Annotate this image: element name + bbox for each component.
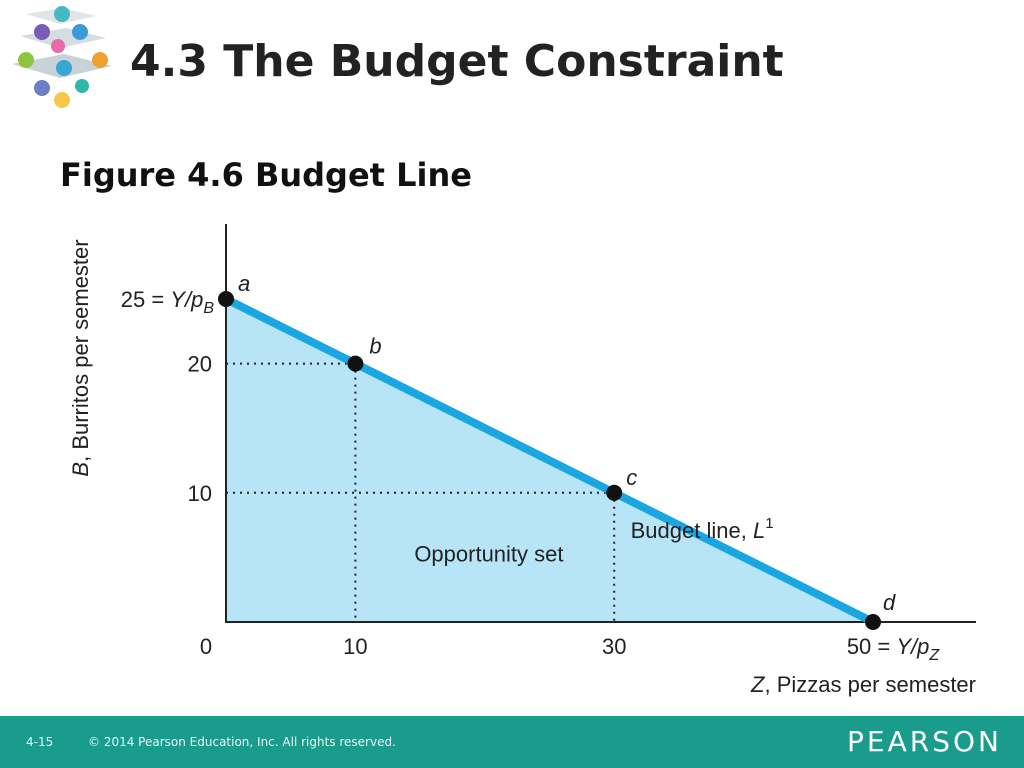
stacked-spheres-icon xyxy=(12,6,112,108)
point-label-b: b xyxy=(369,334,381,359)
figure-title: Figure 4.6 Budget Line xyxy=(60,156,472,194)
x-axis-label: Z, Pizzas per semester xyxy=(750,672,976,697)
copyright-text: © 2014 Pearson Education, Inc. All right… xyxy=(88,735,396,749)
x-tick-label: 0 xyxy=(200,634,212,659)
y-axis-label: B, Burritos per semester xyxy=(68,239,93,476)
x-tick-label: 50 = Y/pZ xyxy=(847,634,941,664)
publisher-logo: PEARSON xyxy=(847,725,1002,758)
point-d xyxy=(865,614,881,630)
point-label-d: d xyxy=(883,590,896,615)
opportunity-set-label: Opportunity set xyxy=(414,541,563,566)
point-label-c: c xyxy=(626,465,637,490)
y-tick-label: 25 = Y/pB xyxy=(121,287,215,317)
page-number: 4-15 xyxy=(26,735,54,749)
y-tick-label: 10 xyxy=(188,481,212,506)
budget-line-chart: a b c d 0 10 30 50 = Y/pZ 10 20 25 = Y/pB Z, Pizzas… xyxy=(68,224,976,697)
y-tick-label: 20 xyxy=(188,352,212,377)
point-c xyxy=(606,484,623,501)
budget-line-label: Budget line, L1 xyxy=(631,515,774,543)
footer-bar: 4-15 © 2014 Pearson Education, Inc. All … xyxy=(0,716,1024,768)
x-tick-label: 30 xyxy=(602,634,626,659)
budget-line xyxy=(222,295,877,626)
slide-title: 4.3 The Budget Constraint xyxy=(130,36,784,87)
point-a xyxy=(218,291,234,307)
point-label-a: a xyxy=(238,271,250,296)
point-b xyxy=(347,355,364,372)
x-tick-label: 10 xyxy=(343,634,367,659)
